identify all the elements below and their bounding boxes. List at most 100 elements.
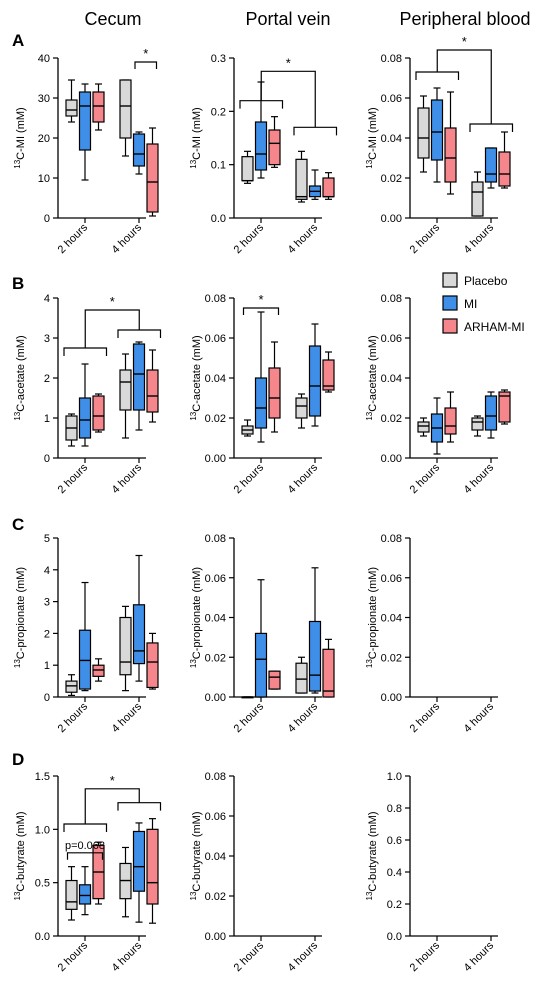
y-tick-label: 0.04 (381, 373, 402, 385)
x-tick-label-4-hours: 4 hours (110, 700, 145, 735)
box-body (295, 662, 308, 694)
y-tick-label: 0.1 (211, 160, 226, 172)
box-body (268, 367, 281, 419)
y-tick-label: 0.08 (205, 533, 226, 545)
bracket-line (66, 852, 104, 860)
y-tick-label: 0.00 (381, 692, 402, 704)
box-body (498, 391, 511, 423)
y-axis-label: 13C-butyrate (mM) (13, 812, 28, 901)
significance-bracket: p=0.068 (65, 840, 105, 860)
y-tick-label: 0.04 (381, 133, 402, 145)
box-4-hours-arham-mi (146, 127, 159, 217)
box-2-hours-arham-mi (268, 341, 281, 433)
y-tick-label: 20 (38, 133, 50, 145)
y-tick-label: 0.08 (205, 771, 226, 783)
y-axis-label: 13C-butyrate (mM) (189, 812, 204, 901)
box-2-hours-mi (254, 311, 268, 443)
box-2-hours-arham-mi (92, 658, 105, 682)
y-tick-label: 0.2 (387, 899, 402, 911)
legend-swatch-arham-mi (442, 318, 458, 334)
box-body (146, 143, 159, 213)
x-tick-label-4-hours: 4 hours (110, 939, 145, 974)
box-body (417, 107, 430, 159)
box-4-hours-mi (484, 391, 498, 439)
legend-swatch-mi (442, 295, 458, 311)
box-body (430, 99, 444, 161)
y-tick-label: 0 (44, 692, 50, 704)
y-axis-label: 13C-acetate (mM) (189, 335, 204, 420)
box-2-hours-placebo (241, 419, 254, 437)
y-tick-label: 0.02 (381, 652, 402, 664)
box-4-hours-placebo (295, 150, 308, 203)
y-tick-label: 0.02 (205, 891, 226, 903)
significance-label: * (462, 34, 467, 49)
x-tick-label-2-hours: 2 hours (408, 939, 443, 974)
box-body (119, 79, 132, 139)
box-4-hours-mi (308, 169, 322, 200)
box-body (65, 879, 78, 910)
box-body (92, 664, 105, 677)
x-tick-label-2-hours: 2 hours (232, 221, 267, 256)
box-body (92, 91, 105, 123)
significance-label: * (258, 292, 263, 307)
y-tick-label: 0.04 (381, 613, 402, 625)
x-tick-label-2-hours: 2 hours (56, 939, 91, 974)
y-tick-label: 0.2 (211, 106, 226, 118)
bracket-top (84, 309, 140, 348)
box-4-hours-arham-mi (322, 351, 335, 393)
legend-label-mi: MI (464, 297, 477, 311)
panel-r0c2: 0.00 0.02 0.04 0.06 0.08 13C-MI (mM) 2 hours 4 … (365, 34, 514, 256)
y-tick-label: 40 (38, 53, 50, 65)
x-tick-label-4-hours: 4 hours (286, 700, 321, 735)
legend-label-placebo: Placebo (464, 274, 508, 288)
y-tick-label: 0.0 (387, 931, 402, 943)
y-axis-label: 13C-acetate (mM) (365, 335, 380, 420)
y-tick-label: 0.02 (381, 173, 402, 185)
significance-label: p=0.068 (65, 840, 105, 852)
y-tick-label: 0.0 (35, 931, 50, 943)
panel-r1c0: 0 1 2 3 4 13C-acetate (mM) 2 hours 4 hours * (13, 293, 162, 496)
y-tick-label: 10 (38, 173, 50, 185)
panel-r3c0: 0.0 0.5 1.0 1.5 13C-butyrate (mM) 2 hours 4 ho… (13, 771, 162, 974)
box-2-hours-arham-mi (92, 83, 105, 131)
box-4-hours-placebo (119, 353, 132, 439)
bracket-right (293, 126, 338, 136)
y-tick-label: 0.08 (381, 533, 402, 545)
panel-letter-b: B (12, 274, 24, 293)
panel-r2c0: 0 1 2 3 4 5 13C-propionate (mM) 2 hours 4 hours (13, 533, 159, 735)
x-tick-label-2-hours: 2 hours (56, 461, 91, 496)
y-tick-label: 0.0 (211, 213, 226, 225)
y-tick-label: 5 (44, 533, 50, 545)
box-body (78, 91, 92, 151)
y-tick-label: 0.08 (381, 293, 402, 305)
x-tick-label-2-hours: 2 hours (232, 461, 267, 496)
y-tick-label: 0.3 (211, 53, 226, 65)
box-body (444, 407, 457, 435)
x-tick-label-2-hours: 2 hours (408, 221, 443, 256)
y-tick-label: 0.6 (387, 835, 402, 847)
box-2-hours-placebo (417, 95, 430, 173)
y-tick-label: 2 (44, 628, 50, 640)
box-body (254, 121, 268, 171)
box-4-hours-placebo (471, 415, 484, 437)
box-2-hours-mi (78, 866, 92, 916)
x-tick-label-2-hours: 2 hours (232, 939, 267, 974)
box-4-hours-arham-mi (146, 818, 159, 924)
box-body (417, 421, 430, 433)
box-2-hours-arham-mi (268, 670, 281, 690)
box-body (254, 377, 268, 429)
box-body (132, 604, 146, 665)
y-tick-label: 4 (44, 293, 50, 305)
y-tick-label: 0.06 (381, 333, 402, 345)
y-axis-label: 13C-propionate (mM) (365, 567, 380, 668)
y-tick-label: 2 (44, 373, 50, 385)
significance-bracket: * (63, 773, 162, 832)
y-tick-label: 0.02 (205, 652, 226, 664)
panel-r0c1: 0.0 0.1 0.2 0.3 13C-MI (mM) 2 hours 4 hours * (189, 53, 338, 256)
y-tick-label: 0.00 (205, 931, 226, 943)
box-body (498, 151, 511, 187)
x-tick-label-2-hours: 2 hours (56, 700, 91, 735)
panel-r3c2: 0.0 0.2 0.4 0.6 0.8 1.0 13C-butyrate (mM) 2 hou… (365, 771, 498, 974)
